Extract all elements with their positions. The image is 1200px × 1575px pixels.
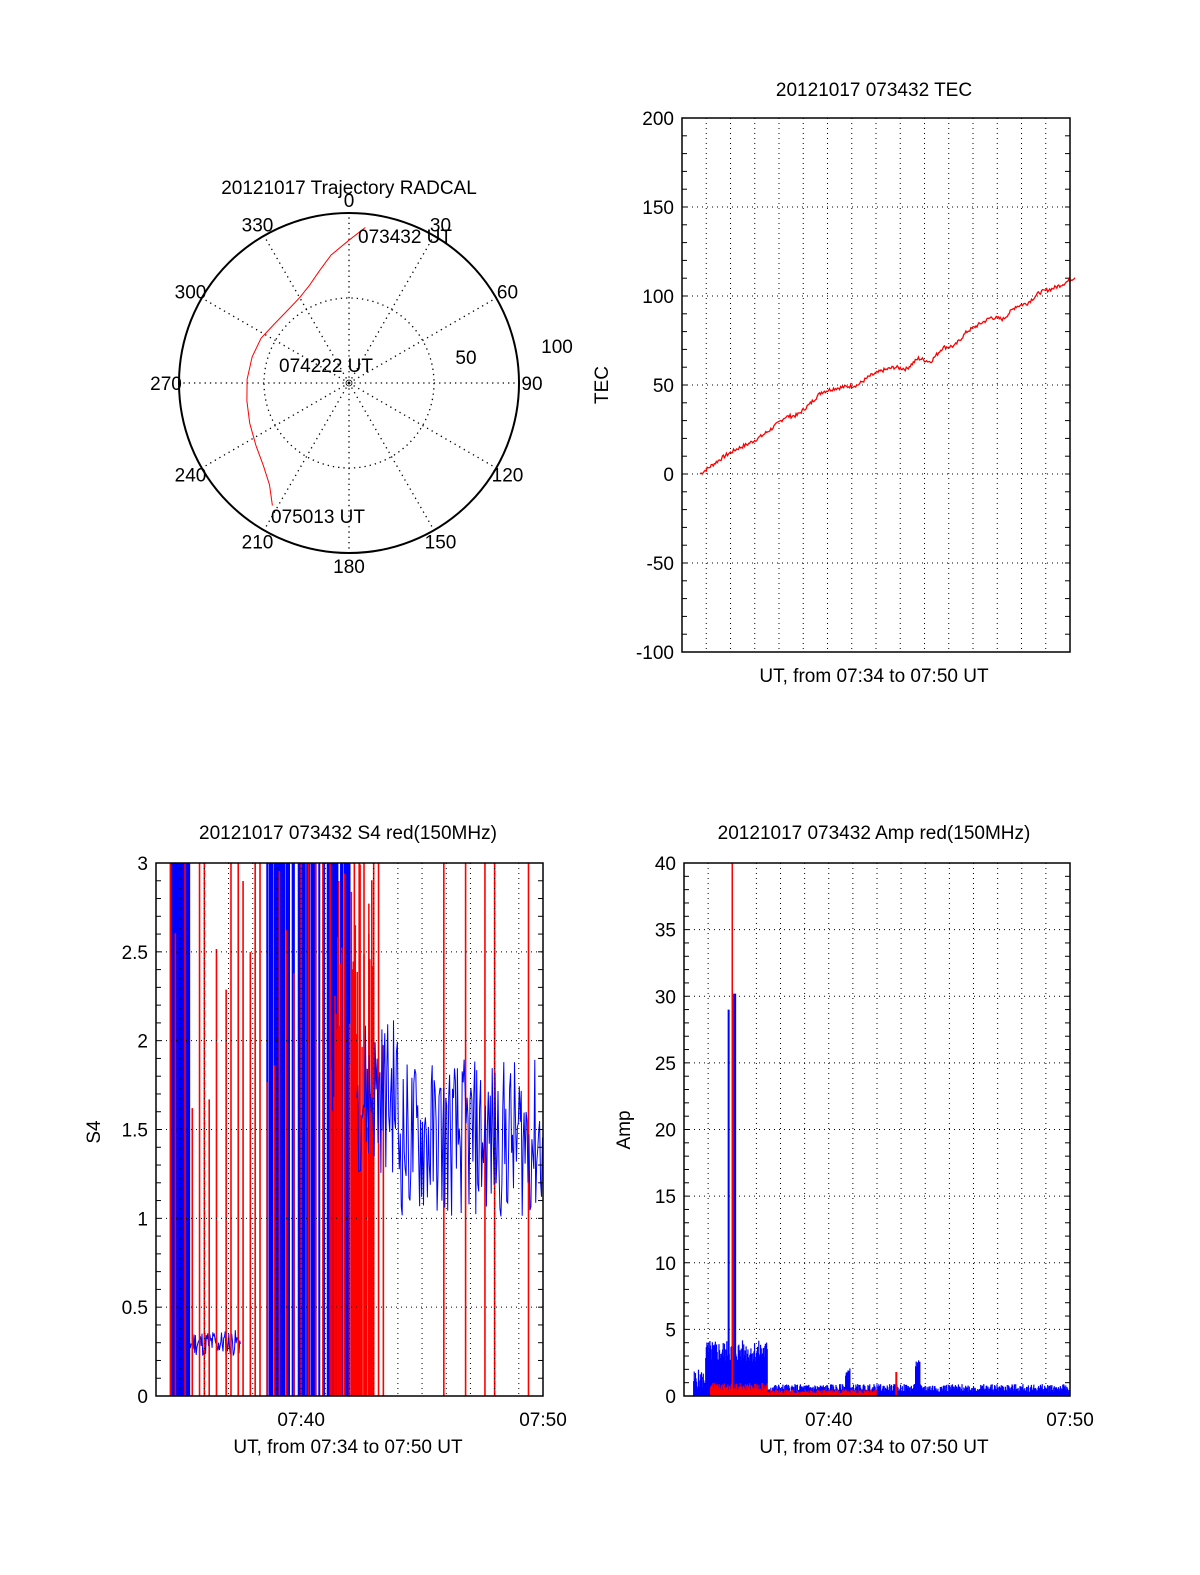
- y-tick-label: 0: [665, 1387, 676, 1408]
- y-tick-label: 35: [655, 921, 676, 942]
- polar-angle-label: 0: [344, 191, 355, 212]
- polar-angle-label: 90: [521, 374, 542, 395]
- annotation-mid-time: 074222 UT: [279, 356, 373, 377]
- amp-grid: [684, 863, 1070, 1396]
- polar-angle-label: 30: [430, 216, 451, 237]
- s4-y-ticks: 3 2.5 2 1.5 1 0.5 0: [122, 854, 543, 1408]
- s4-x-label: UT, from 07:34 to 07:50 UT: [233, 1437, 463, 1458]
- amp-plot-frame: [683, 862, 1071, 1397]
- polar-grid-spoke: [263, 382, 350, 531]
- tec-series-line: [699, 277, 1076, 475]
- polar-angle-labels: 0 30 60 90 120 150 180 210 240 270 300 330: [150, 191, 542, 578]
- polar-angle-label: 150: [425, 532, 457, 553]
- polar-radius-label-50: 50: [455, 348, 476, 369]
- polar-angle-label: 300: [175, 283, 207, 304]
- s4-plot-frame: [155, 862, 544, 1397]
- tec-y-ticks: 200 150 100 50 0 -50 -100: [636, 109, 1070, 664]
- amp-chart: 20121017 073432 Amp red(150MHz) 40 35 30 25…: [614, 823, 1094, 1458]
- amp-series: [693, 863, 1070, 1396]
- tec-y-label: TEC: [592, 366, 613, 404]
- annotation-start-time: 073432 UT: [358, 227, 452, 248]
- polar-angle-label: 270: [150, 374, 182, 395]
- s4-x-ticks: 07:40 07:50: [277, 1410, 566, 1431]
- polar-grid-spoke: [201, 297, 350, 384]
- y-tick-label: 40: [655, 854, 676, 875]
- polar-grid-spoke: [263, 235, 350, 384]
- polar-grid-spoke: [348, 235, 435, 384]
- tec-plot-frame: [681, 117, 1071, 653]
- s4-chart: 20121017 073432 S4 red(150MHz) 3 2.5 2 1.5 1…: [84, 823, 567, 1458]
- amp-x-label: UT, from 07:34 to 07:50 UT: [759, 1437, 989, 1458]
- polar-radius-label-100: 100: [541, 337, 573, 358]
- y-tick-label: 15: [655, 1187, 676, 1208]
- y-tick-label: 150: [642, 198, 674, 219]
- amp-x-ticks: 07:40 07:50: [805, 1410, 1094, 1431]
- polar-angle-label: 60: [497, 283, 518, 304]
- tec-grid: [682, 118, 1070, 652]
- y-tick-label: 2.5: [122, 943, 148, 964]
- y-tick-label: 10: [655, 1254, 676, 1275]
- y-tick-label: 100: [642, 287, 674, 308]
- y-tick-label: 50: [653, 376, 674, 397]
- y-tick-label: 3: [137, 854, 148, 875]
- y-tick-label: 5: [665, 1320, 676, 1341]
- polar-angle-label: 180: [333, 557, 365, 578]
- s4-title: 20121017 073432 S4 red(150MHz): [199, 823, 497, 844]
- tec-chart: 20121017 073432 TEC 200150100500-50-100 …: [592, 80, 1076, 687]
- polar-grid: [179, 213, 519, 553]
- polar-grid-spoke: [201, 382, 350, 469]
- polar-title: 20121017 Trajectory RADCAL: [221, 178, 477, 199]
- y-tick-label: 30: [655, 987, 676, 1008]
- x-tick-label: 07:50: [519, 1410, 567, 1431]
- y-tick-label: 0: [137, 1387, 148, 1408]
- y-tick-label: 200: [642, 109, 674, 130]
- amp-y-label: Amp: [614, 1110, 635, 1149]
- x-tick-label: 07:40: [805, 1410, 853, 1431]
- y-tick-label: -100: [636, 643, 674, 664]
- trajectory-line: [246, 227, 366, 506]
- polar-angle-label: 240: [175, 466, 207, 487]
- tec-x-label: UT, from 07:34 to 07:50 UT: [759, 666, 989, 687]
- s4-y-label: S4: [84, 1120, 105, 1144]
- polar-grid-spoke: [348, 382, 497, 469]
- x-tick-label: 07:40: [277, 1410, 325, 1431]
- y-tick-label: 0: [663, 465, 674, 486]
- s4-blue-tail: [356, 1020, 543, 1217]
- polar-center-mark: [345, 379, 353, 387]
- amp-y-ticks: 40 35 30 25 20 15 10 5 0: [655, 854, 1070, 1408]
- polar-grid-spoke: [348, 382, 435, 531]
- annotation-end-time: 075013 UT: [271, 507, 365, 528]
- polar-grid-spoke: [348, 297, 497, 384]
- y-tick-label: 0.5: [122, 1298, 148, 1319]
- y-tick-label: 25: [655, 1054, 676, 1075]
- y-tick-label: 1: [137, 1209, 148, 1230]
- amp-title: 20121017 073432 Amp red(150MHz): [718, 823, 1031, 844]
- y-tick-label: 20: [655, 1121, 676, 1142]
- y-tick-label: 2: [137, 1032, 148, 1053]
- y-tick-label: 1.5: [122, 1121, 148, 1142]
- polar-angle-label: 330: [242, 216, 274, 237]
- y-tick-label: -50: [647, 554, 674, 575]
- tec-title: 20121017 073432 TEC: [776, 80, 972, 101]
- x-tick-label: 07:50: [1046, 1410, 1094, 1431]
- polar-angle-label: 210: [242, 532, 274, 553]
- polar-outer-circle: [178, 212, 520, 554]
- polar-trajectory-chart: 20121017 Trajectory RADCAL 0 30 60 90 120 150…: [150, 178, 573, 578]
- polar-angle-label: 120: [492, 466, 524, 487]
